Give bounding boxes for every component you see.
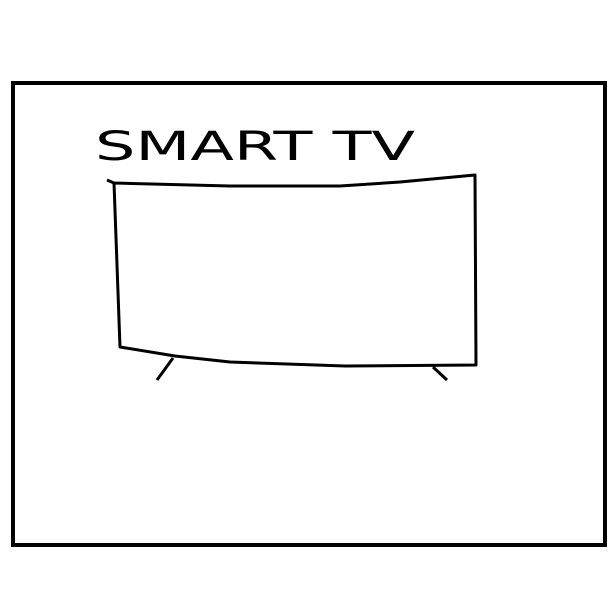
frame: [11, 81, 607, 547]
tv-leg: [431, 365, 449, 382]
tv-screen: [106, 173, 478, 368]
tv-leg: [155, 357, 175, 381]
title-label: SMART TV: [95, 124, 416, 170]
